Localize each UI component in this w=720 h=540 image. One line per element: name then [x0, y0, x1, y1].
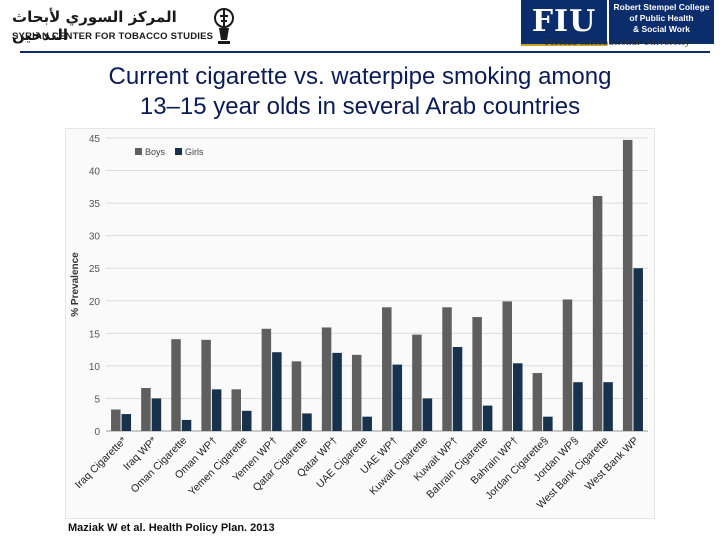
bar-girls	[422, 398, 433, 431]
bar-girls	[392, 364, 403, 431]
y-tick-label: 20	[89, 297, 101, 308]
bar-boys	[201, 339, 211, 431]
y-tick-label: 35	[89, 199, 101, 210]
bar-boys	[472, 317, 482, 431]
citation: Maziak W et al. Health Policy Plan. 2013	[68, 522, 275, 534]
y-tick-label: 0	[94, 427, 100, 438]
bar-girls	[603, 382, 613, 431]
axis-layer: 0 5 10 15 20 25 30 35 40 45 % Prevalence	[70, 134, 648, 438]
bar-girls	[121, 414, 132, 431]
college-line-3: & Social Work	[633, 24, 690, 34]
y-tick-label: 10	[89, 362, 101, 373]
bar-girls	[452, 347, 463, 431]
bar-boys	[622, 139, 633, 431]
bar-boys	[592, 195, 603, 431]
bar-boys	[382, 307, 392, 431]
bar-girls	[543, 416, 553, 431]
bar-girls	[242, 410, 252, 431]
title-line-1: Current cigarette vs. waterpipe smoking …	[108, 63, 612, 90]
bar-girls	[181, 419, 192, 431]
bar-girls	[482, 405, 493, 431]
bar-girls	[332, 352, 342, 431]
grid-layer	[106, 137, 648, 432]
bar-boys	[231, 389, 241, 431]
bar-boys	[111, 409, 121, 431]
labels-layer: Iraq Cigarette*Iraq WP*Oman CigaretteOma…	[73, 435, 641, 512]
chart-panel: 0 5 10 15 20 25 30 35 40 45 % Prevalence Iraq Ciga…	[65, 128, 655, 519]
legend-label-boys: Boys	[145, 147, 166, 157]
bar-boys	[321, 327, 332, 431]
university-name: Florida International University	[544, 38, 691, 47]
bar-boys	[291, 361, 302, 431]
bar-boys	[562, 299, 573, 431]
fiu-logo: FIU Robert Stempel College of Public Hea…	[521, 0, 714, 50]
hookah-emblem-icon	[214, 8, 234, 44]
bar-boys	[171, 339, 181, 431]
bar-girls	[633, 268, 643, 431]
college-name: Robert Stempel College of Public Health …	[609, 0, 714, 44]
bar-girls	[272, 352, 282, 431]
bar-girls	[151, 398, 162, 431]
bar-girls	[211, 389, 222, 431]
bar-boys	[502, 301, 512, 431]
bar-boys	[442, 307, 452, 431]
bar-girls	[302, 413, 312, 431]
bar-boys	[532, 373, 543, 431]
bars-layer	[111, 139, 643, 431]
y-tick-label: 30	[89, 232, 101, 243]
x-tick-label: Iraq Cigarette*	[73, 435, 129, 491]
college-line-1: Robert Stempel College	[613, 2, 710, 12]
x-tick-label: West Bank WP	[583, 435, 641, 493]
y-tick-label: 45	[89, 134, 101, 145]
bar-girls	[362, 416, 372, 431]
fiu-mark: FIU	[521, 0, 607, 46]
logo-english-text: SYRIAN CENTER FOR TOBACCO STUDIES	[12, 31, 214, 42]
bar-boys	[412, 334, 422, 431]
y-tick-label: 25	[89, 264, 101, 275]
bar-girls	[573, 382, 583, 431]
slide-title: Current cigarette vs. waterpipe smoking …	[0, 62, 720, 122]
y-tick-label: 5	[94, 394, 100, 405]
college-line-2: of Public Health	[629, 13, 694, 23]
header-divider	[20, 51, 710, 53]
y-axis-title: % Prevalence	[70, 252, 81, 317]
y-tick-label: 15	[89, 329, 101, 340]
y-tick-label: 40	[89, 167, 101, 178]
legend-swatch-boys	[135, 148, 142, 155]
bar-boys	[351, 354, 362, 431]
bar-boys	[261, 328, 272, 431]
bar-girls	[513, 363, 523, 431]
bar-chart: 0 5 10 15 20 25 30 35 40 45 % Prevalence Iraq Ciga…	[70, 134, 648, 512]
bar-boys	[141, 388, 151, 431]
legend-swatch-girls	[175, 148, 182, 155]
title-line-2: 13–15 year olds in several Arab countrie…	[139, 93, 581, 120]
syrian-center-logo: المركز السوري لأبحاث التدخين SYRIAN CENT…	[8, 6, 238, 50]
legend-label-girls: Girls	[185, 147, 204, 157]
logo-arabic-text: المركز السوري لأبحاث التدخين	[12, 8, 177, 44]
legend: Boys Girls	[135, 147, 204, 157]
